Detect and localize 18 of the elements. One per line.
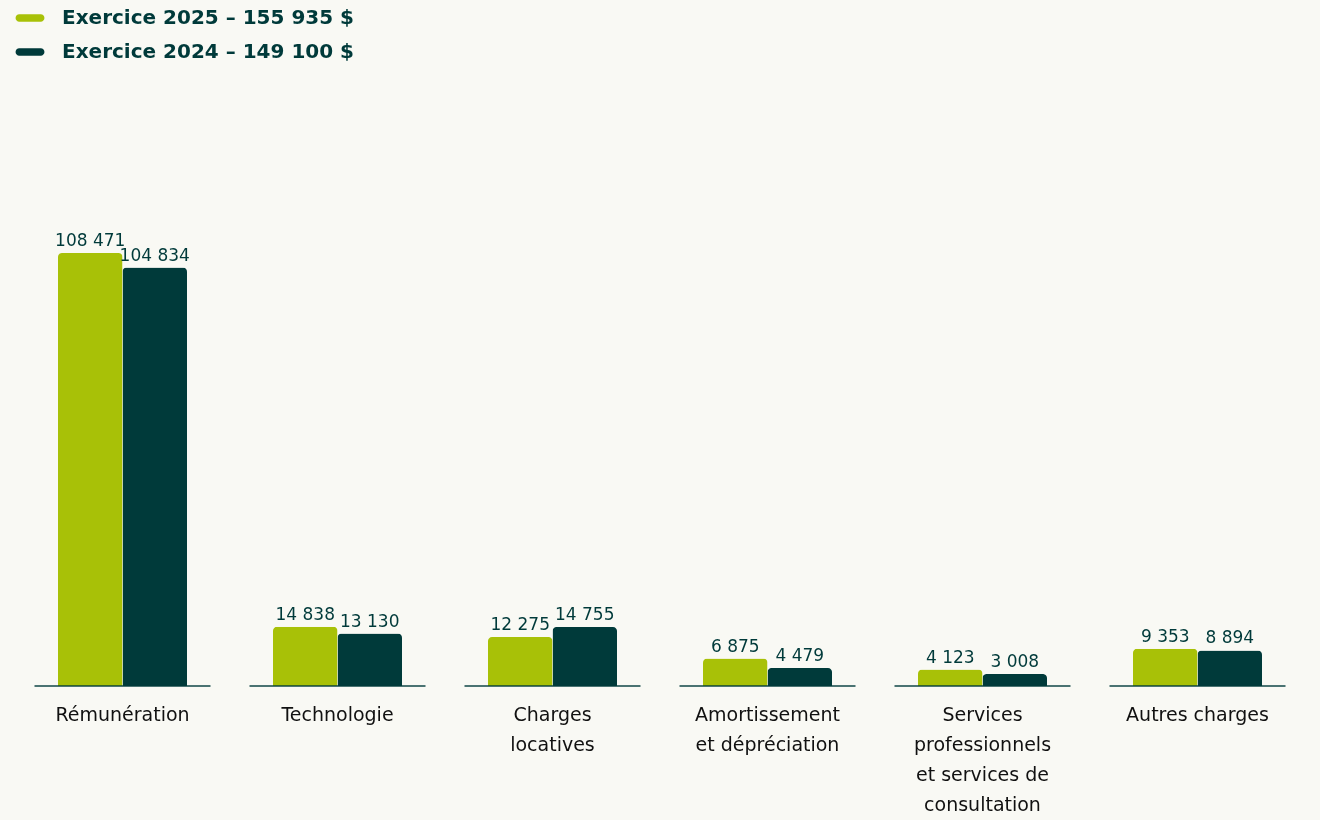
data-label: 6 875 (710, 635, 760, 656)
data-label: 14 755 (555, 604, 615, 625)
x-tick-label: Technologie (280, 703, 394, 725)
x-tick-label: Autres charges (1126, 703, 1269, 725)
x-tick-label: Amortissement et dépréciation (695, 703, 840, 755)
legend-label: Exercice 2024 – 149 100 $ (62, 39, 355, 63)
data-label: 9 353 (1140, 625, 1190, 646)
x-tick-label: Services professionnels et services de consultation (913, 703, 1052, 815)
legend-label: Exercice 2025 – 155 935 $ (62, 5, 355, 29)
data-label: 8 894 (1205, 627, 1255, 648)
x-tick-label: Rémunération (55, 703, 190, 725)
x-tick-label: Charges locatives (510, 703, 595, 755)
data-label: 4 479 (775, 645, 825, 666)
data-label: 4 123 (925, 646, 975, 667)
data-label: 14 838 (275, 603, 335, 624)
data-label: 13 130 (340, 610, 400, 631)
data-label: 3 008 (990, 650, 1040, 671)
data-label: 12 275 (490, 614, 550, 634)
